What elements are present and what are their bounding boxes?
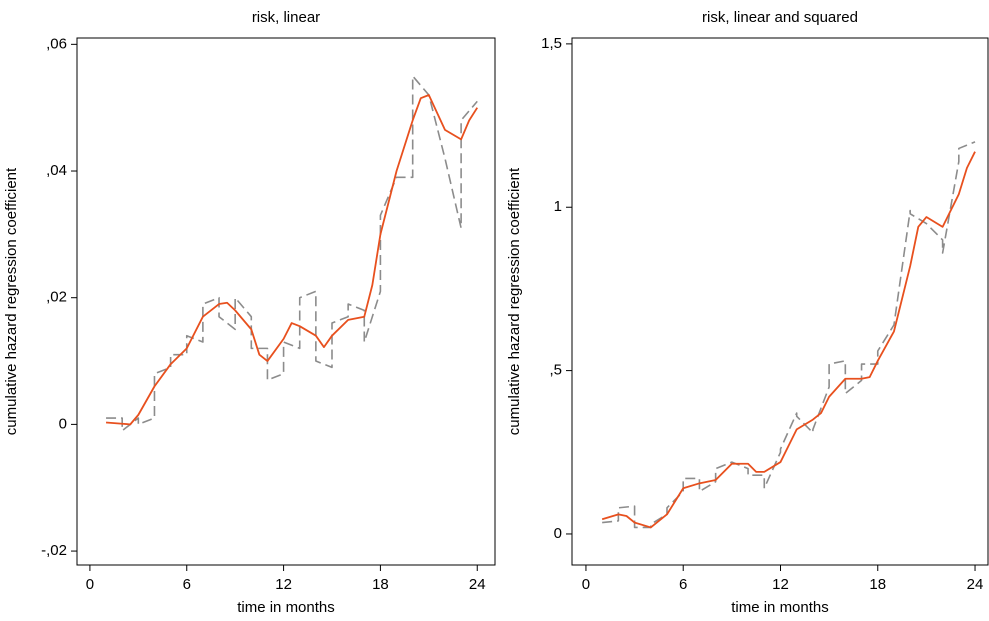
plot-frame xyxy=(76,37,496,566)
x-axis-label: time in months xyxy=(731,599,829,616)
x-tick-label: 6 xyxy=(183,576,191,593)
y-tick-label: 1,5 xyxy=(541,35,562,52)
dashed-line xyxy=(602,141,976,529)
x-tick-label: 24 xyxy=(469,576,486,593)
chart-title: risk, linear and squared xyxy=(702,9,858,26)
y-tick-label: ,06 xyxy=(46,35,67,52)
x-tick-label: 12 xyxy=(275,576,292,593)
x-tick-label: 12 xyxy=(772,576,789,593)
y-tick-label: 0 xyxy=(59,415,67,432)
smooth-line xyxy=(601,151,976,529)
x-axis-label: time in months xyxy=(237,599,335,616)
x-tick-label: 0 xyxy=(86,576,94,593)
y-tick-label: ,04 xyxy=(46,162,67,179)
x-tick-label: 18 xyxy=(372,576,389,593)
y-tick-label: -,02 xyxy=(41,542,67,559)
y-tick-label: 0 xyxy=(554,525,562,542)
x-tick-label: 18 xyxy=(869,576,886,593)
y-axis-label: cumulative hazard regression coefficient xyxy=(3,167,20,435)
y-axis-label: cumulative hazard regression coefficient xyxy=(506,167,523,435)
y-tick-label: 1 xyxy=(554,198,562,215)
chart-title: risk, linear xyxy=(252,9,320,26)
x-tick-label: 6 xyxy=(679,576,687,593)
y-tick-label: ,5 xyxy=(549,362,562,379)
x-tick-label: 24 xyxy=(967,576,984,593)
plot-frame xyxy=(571,37,989,566)
y-tick-label: ,02 xyxy=(46,289,67,306)
smooth-line xyxy=(105,94,479,426)
dashed-line xyxy=(106,75,478,432)
x-tick-label: 0 xyxy=(582,576,590,593)
